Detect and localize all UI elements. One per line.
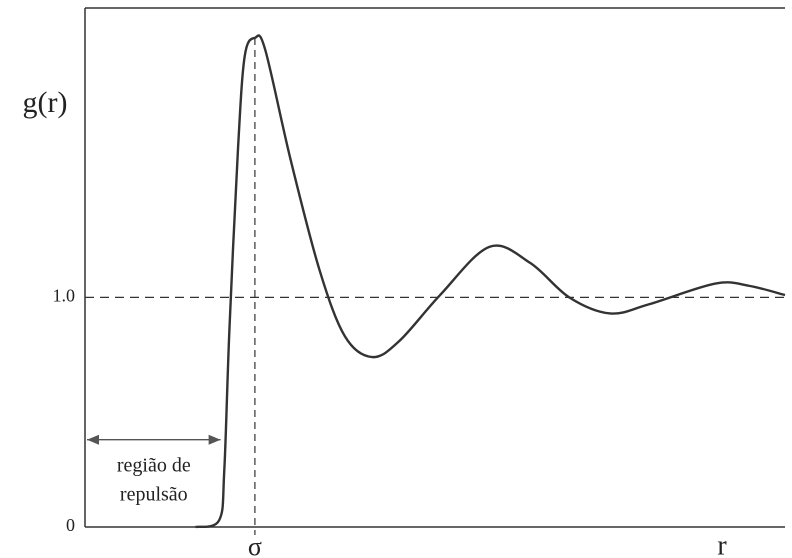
data-line [195,34,786,529]
arrow-head [208,434,221,445]
y-tick-label: 1.0 [53,285,76,305]
annotation-text: região de [117,454,191,476]
y-tick-label: 0 [66,515,75,535]
x-tick-label: σ [248,532,262,558]
annotation-text: repulsão [120,483,188,505]
y-axis-label: g(r) [23,86,68,119]
x-axis-label: r [717,530,727,558]
arrow-head [87,434,99,445]
